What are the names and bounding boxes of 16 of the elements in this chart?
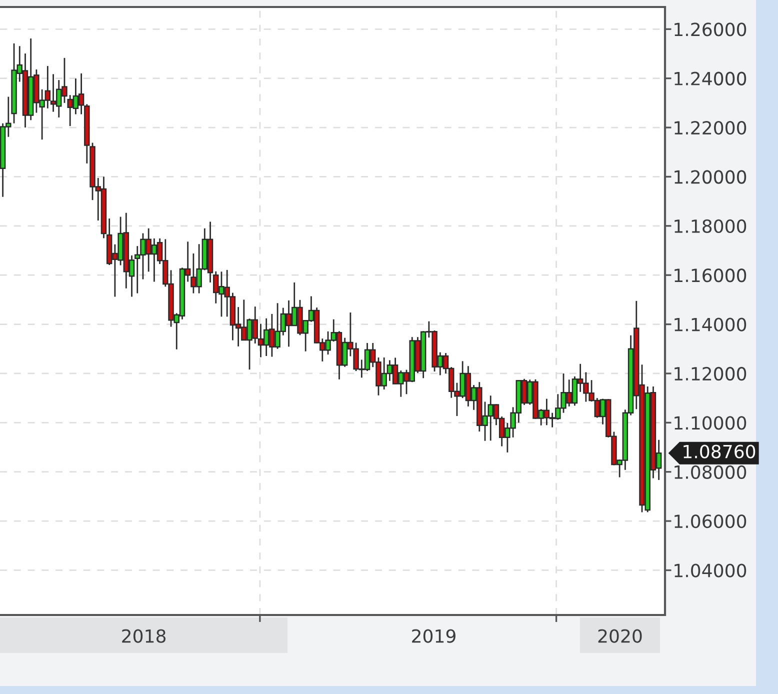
text: 1.08760 [684, 444, 756, 458]
y-tick-label: 1.10000 [674, 416, 746, 430]
x-tick-label: 2018 [122, 629, 166, 643]
y-tick-label: 1.08000 [674, 465, 746, 479]
x-tick-label: 2019 [412, 629, 456, 643]
y-tick-label: 1.18000 [674, 219, 746, 234]
y-tick-label: 1.04000 [674, 564, 746, 578]
y-tick-label: 1.22000 [674, 120, 746, 135]
y-tick-label: 1.26000 [674, 22, 746, 36]
y-tick-label: 1.14000 [674, 318, 746, 332]
x-tick-label: 2020 [598, 629, 642, 643]
y-tick-label: 1.20000 [674, 170, 746, 184]
y-tick-label: 1.24000 [674, 72, 746, 86]
y-tick-label: 1.16000 [674, 268, 746, 282]
y-tick-label: 1.06000 [674, 514, 746, 528]
y-tick-label: 1.12000 [674, 366, 746, 381]
